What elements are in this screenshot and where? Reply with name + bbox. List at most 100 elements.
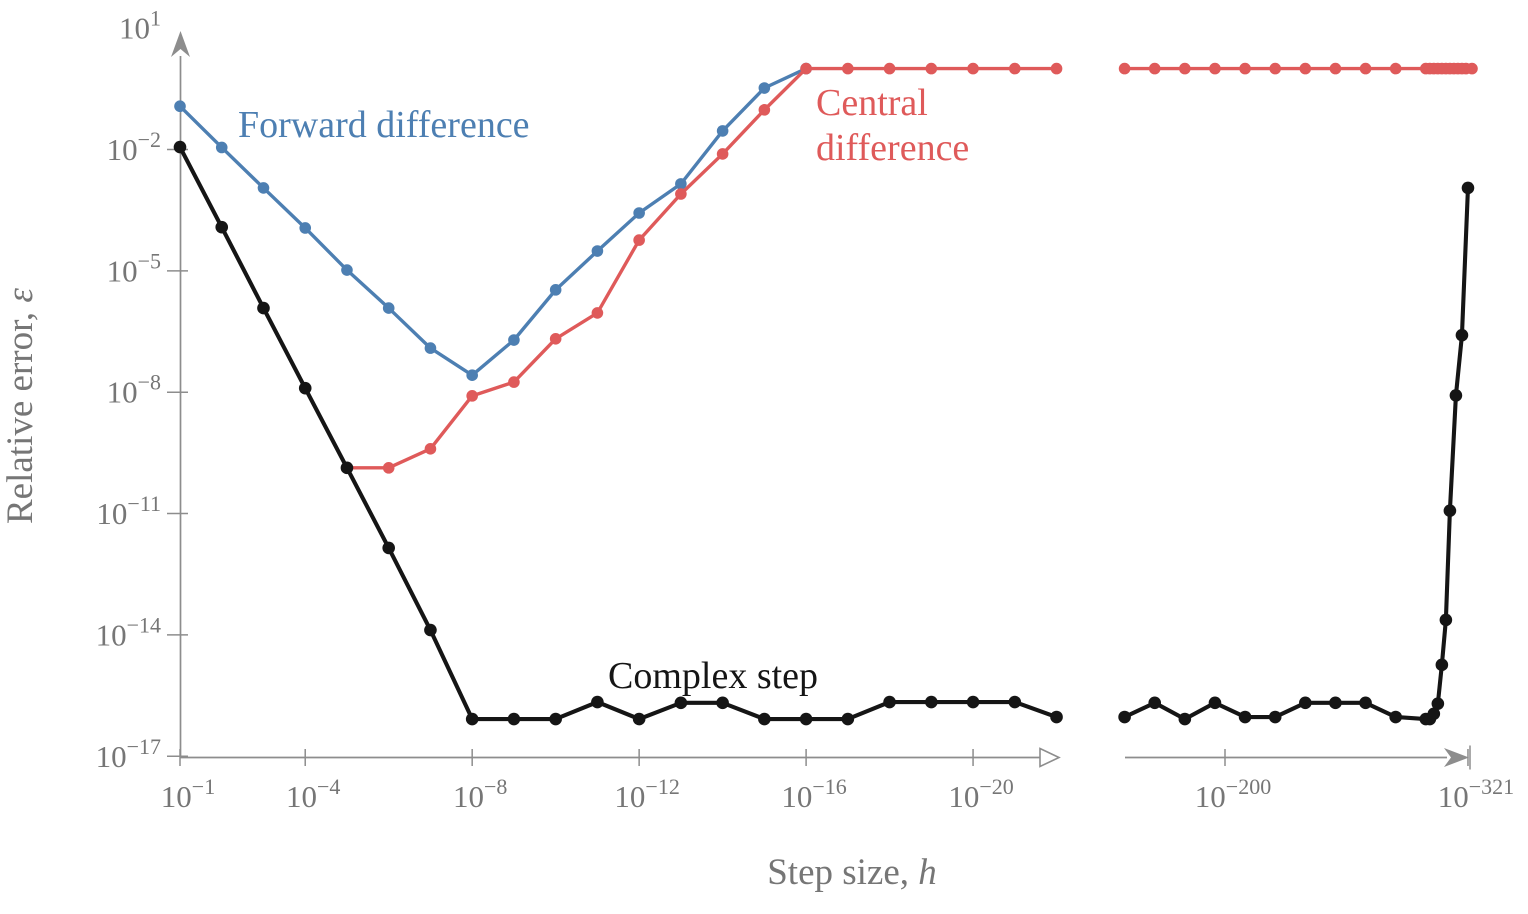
series-point-complex bbox=[382, 541, 396, 555]
series-point-complex bbox=[173, 140, 187, 154]
series-point-complex bbox=[966, 695, 980, 709]
series-point-forward bbox=[633, 207, 645, 219]
y-tick-label: 101 bbox=[119, 6, 161, 46]
y-tick-label: 10−14 bbox=[96, 612, 161, 652]
series-line-complex bbox=[1122, 185, 1471, 722]
series-point-central bbox=[842, 62, 854, 75]
series-point-complex bbox=[298, 381, 312, 395]
series-label-complex: Complex step bbox=[608, 655, 818, 697]
series-point-complex bbox=[257, 301, 270, 315]
series-point-central bbox=[508, 376, 520, 388]
y-tick-label: 10−5 bbox=[107, 248, 161, 288]
series-point-complex bbox=[1118, 710, 1131, 724]
series-point-central bbox=[1466, 62, 1478, 75]
series-point-central bbox=[1359, 62, 1372, 75]
series-point-forward bbox=[341, 264, 353, 276]
series-point-complex bbox=[591, 695, 604, 709]
series-point-forward bbox=[716, 125, 729, 137]
series-point-complex bbox=[1435, 658, 1449, 672]
series-point-complex bbox=[465, 712, 479, 726]
series-point-complex bbox=[758, 712, 771, 726]
series-point-forward bbox=[675, 178, 687, 190]
series-point-complex bbox=[1455, 328, 1469, 342]
x-axis-arrow-icon bbox=[1444, 748, 1469, 767]
series-point-complex bbox=[1427, 707, 1441, 721]
series-point-central bbox=[883, 62, 896, 75]
series-point-central bbox=[1009, 62, 1021, 75]
series-point-forward bbox=[257, 182, 270, 194]
series-line-forward bbox=[178, 66, 808, 377]
series-point-complex bbox=[1359, 696, 1372, 710]
series-point-central bbox=[1239, 62, 1251, 75]
series-point-complex bbox=[507, 712, 521, 726]
series-point-central bbox=[967, 62, 979, 75]
y-tick-label: 10−17 bbox=[96, 734, 161, 774]
series-point-complex bbox=[1461, 181, 1475, 195]
series-point-complex bbox=[1008, 695, 1022, 709]
x-tick-label: 10−8 bbox=[453, 774, 507, 814]
series-point-central bbox=[591, 307, 604, 319]
series-point-forward bbox=[466, 369, 478, 382]
series-point-complex bbox=[883, 695, 896, 709]
series-point-forward bbox=[382, 302, 395, 314]
series-point-forward bbox=[299, 222, 312, 234]
series-point-central bbox=[382, 462, 395, 474]
x-tick-label: 10−4 bbox=[286, 774, 340, 814]
x-tick-label: 10−200 bbox=[1195, 774, 1271, 814]
series-point-complex bbox=[549, 712, 562, 726]
series-point-complex bbox=[1431, 697, 1445, 710]
series-point-central bbox=[633, 234, 645, 246]
series-label-forward: Forward difference bbox=[238, 104, 530, 146]
axis-labels-layer: Relative error, ε Step size, h bbox=[0, 288, 937, 893]
series-point-forward bbox=[758, 82, 771, 94]
series-point-central bbox=[466, 390, 478, 402]
series-point-central bbox=[424, 443, 437, 455]
series-point-complex bbox=[424, 623, 437, 637]
series-point-complex bbox=[1238, 710, 1252, 724]
y-axis-arrow-icon bbox=[171, 31, 190, 57]
series-point-central bbox=[1389, 62, 1402, 75]
series-layer bbox=[173, 62, 1478, 726]
axis-break-arrow-icon bbox=[1039, 747, 1061, 768]
series-point-complex bbox=[215, 220, 229, 234]
y-axis-label: Relative error, ε bbox=[0, 288, 41, 524]
series-point-complex bbox=[1268, 710, 1282, 724]
series-point-central bbox=[1118, 62, 1131, 75]
y-tick-label: 10−2 bbox=[107, 127, 161, 167]
series-point-central bbox=[758, 104, 771, 116]
y-tick-label: 10−8 bbox=[107, 370, 161, 410]
series-point-complex bbox=[1299, 696, 1312, 710]
series-point-complex bbox=[1449, 389, 1463, 402]
series-line-complex bbox=[177, 145, 1059, 722]
series-label-central: difference bbox=[816, 127, 969, 169]
series-point-complex bbox=[925, 695, 938, 709]
x-tick-label: 10−20 bbox=[948, 774, 1013, 814]
series-point-central bbox=[549, 333, 562, 345]
series-point-complex bbox=[1148, 696, 1162, 710]
series-point-complex bbox=[841, 712, 855, 726]
series-point-complex bbox=[799, 712, 813, 726]
x-tick-label: 10−12 bbox=[614, 774, 679, 814]
series-point-complex bbox=[340, 461, 354, 475]
series-point-forward bbox=[591, 245, 604, 257]
series-point-central bbox=[1329, 62, 1342, 75]
series-point-complex bbox=[1178, 712, 1192, 726]
series-point-forward bbox=[508, 334, 520, 346]
series-point-complex bbox=[1443, 504, 1457, 518]
series-point-central bbox=[1050, 62, 1063, 75]
series-point-complex bbox=[1389, 710, 1402, 724]
series-point-central bbox=[716, 148, 729, 160]
series-point-forward bbox=[174, 100, 186, 113]
series-point-central bbox=[1209, 62, 1221, 75]
series-point-forward bbox=[549, 284, 562, 296]
series-point-central bbox=[800, 62, 812, 75]
series-point-forward bbox=[215, 141, 228, 154]
y-tick-label: 10−11 bbox=[96, 491, 161, 531]
x-tick-label: 10−321 bbox=[1438, 774, 1514, 814]
series-point-complex bbox=[1439, 613, 1453, 627]
series-line-central bbox=[345, 66, 1059, 470]
series-point-central bbox=[1148, 62, 1161, 75]
